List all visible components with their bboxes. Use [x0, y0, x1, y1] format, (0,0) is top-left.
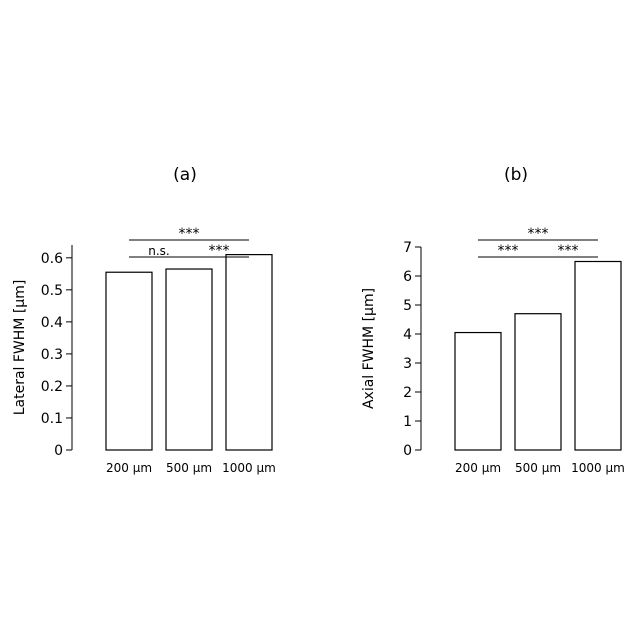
y-tick-label: 0.1 — [41, 411, 63, 427]
significance-label: *** — [209, 243, 230, 259]
x-tick-label: 200 μm — [455, 461, 501, 475]
significance-label: *** — [498, 243, 519, 259]
x-tick-label: 500 μm — [166, 461, 212, 475]
y-tick-label: 4 — [403, 327, 412, 343]
significance-label: n.s. — [148, 244, 170, 258]
y-tick-label: 0.2 — [41, 379, 63, 395]
bar-1 — [166, 269, 212, 450]
x-tick-label: 500 μm — [515, 461, 561, 475]
y-tick-label: 6 — [403, 269, 412, 285]
x-tick-label: 1000 μm — [222, 461, 276, 475]
y-tick-label: 2 — [403, 385, 412, 401]
significance-label: *** — [558, 243, 579, 259]
bar-1 — [515, 314, 561, 450]
y-tick-label: 0 — [403, 443, 412, 459]
y-tick-label: 0.6 — [41, 251, 63, 267]
x-tick-label: 1000 μm — [571, 461, 625, 475]
y-tick-label: 0.5 — [41, 283, 63, 299]
panel-label: (a) — [173, 165, 197, 185]
y-tick-label: 1 — [403, 414, 412, 430]
y-tick-label: 0 — [54, 443, 63, 459]
y-axis-label: Axial FWHM [μm] — [361, 288, 377, 409]
y-tick-label: 3 — [403, 356, 412, 372]
chart-panel-a: (a) 0 0.1 0.2 0.3 0.4 0.5 0.6 Lateral FWHM [μm] 2… — [12, 165, 276, 475]
y-tick-label: 0.4 — [41, 315, 63, 331]
y-axis-label: Lateral FWHM [μm] — [12, 280, 28, 416]
x-tick-label: 200 μm — [106, 461, 152, 475]
significance-label: *** — [179, 226, 200, 242]
significance-label: *** — [528, 226, 549, 242]
chart-panel-b: (b) 0 1 2 3 4 5 6 7 Axial FWHM [μm] 200 μm 500 μm 10… — [361, 165, 625, 475]
bar-2 — [575, 262, 621, 451]
bar-0 — [455, 333, 501, 450]
panel-label: (b) — [504, 165, 528, 185]
y-tick-label: 0.3 — [41, 347, 63, 363]
y-tick-label: 7 — [403, 240, 412, 256]
bar-2 — [226, 255, 272, 450]
bar-0 — [106, 272, 152, 450]
y-tick-label: 5 — [403, 298, 412, 314]
